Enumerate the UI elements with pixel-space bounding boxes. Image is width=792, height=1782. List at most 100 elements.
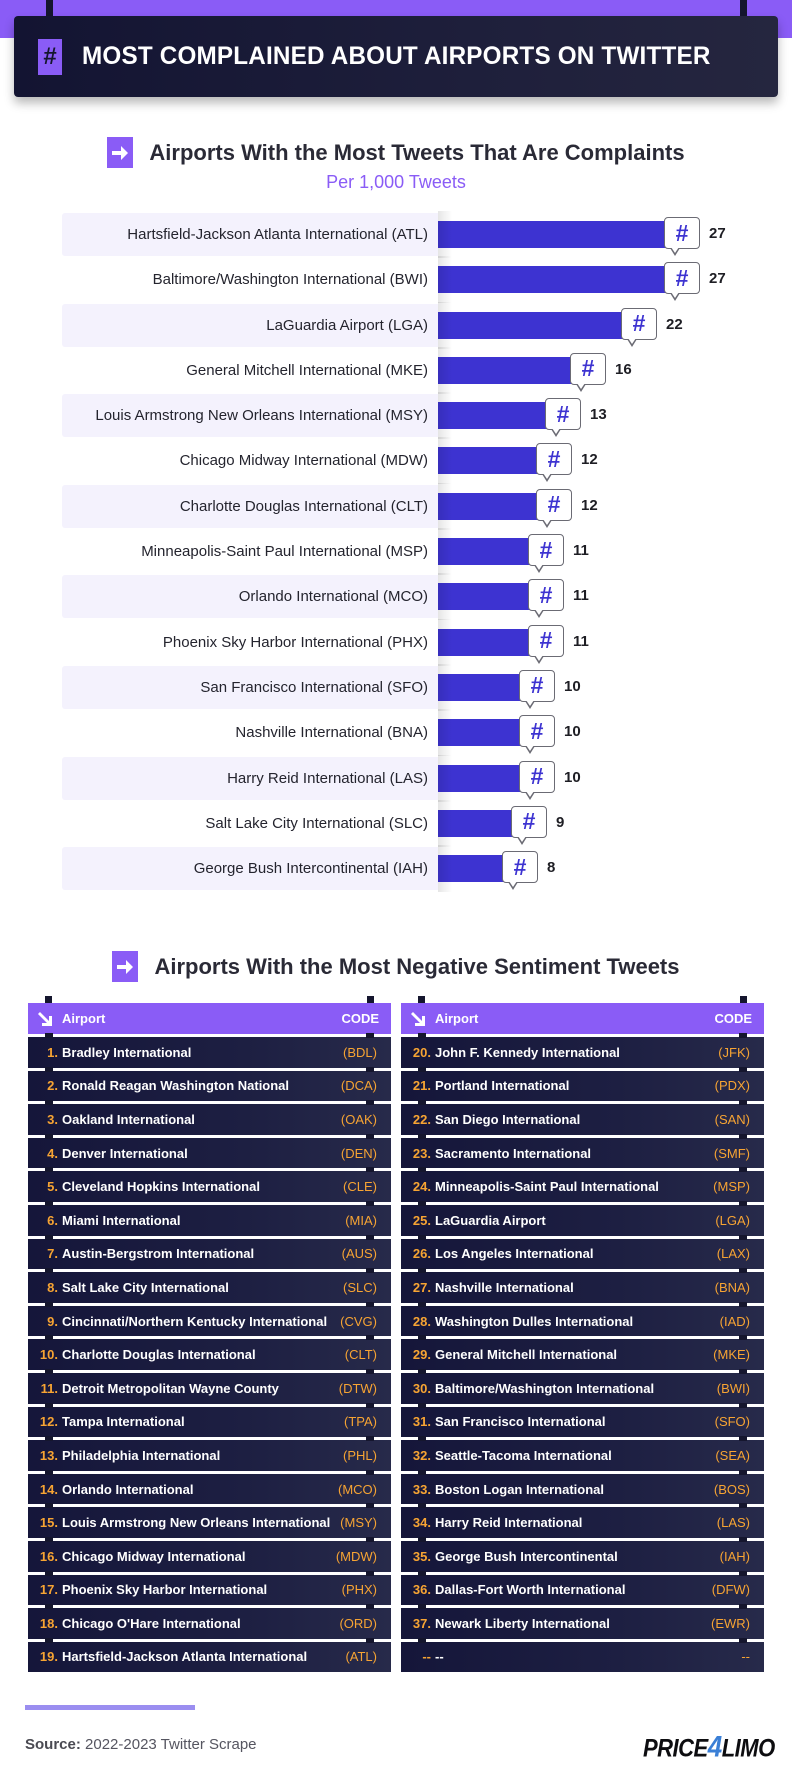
bar-value: 10 — [564, 677, 581, 695]
hashtag-bubble-icon: # — [519, 669, 555, 709]
row-peg — [366, 1335, 374, 1341]
hashtag-bubble-icon: # — [664, 262, 700, 302]
row-peg — [739, 1133, 747, 1139]
airport-code: (IAD) — [719, 1313, 750, 1329]
arrow-down-right-icon — [38, 1011, 52, 1026]
bar — [438, 447, 540, 475]
row-peg — [366, 1637, 374, 1643]
bar — [438, 764, 523, 792]
axis-shadow — [438, 346, 452, 394]
table-row: 25. LaGuardia Airport (LGA) — [401, 1200, 764, 1236]
bar — [438, 673, 523, 701]
axis-shadow — [438, 482, 452, 530]
hashtag-bubble-icon: # — [528, 579, 564, 619]
rank-number: 24. — [412, 1179, 431, 1195]
bar-value: 16 — [615, 360, 632, 378]
row-peg — [418, 1570, 426, 1576]
arrow-right-icon — [112, 951, 139, 982]
bar-row: Hartsfield-Jackson Atlanta International… — [62, 211, 762, 258]
bar — [438, 492, 540, 520]
axis-shadow — [438, 618, 452, 666]
hashtag-bubble-icon: # — [536, 488, 572, 528]
rank-number: 4. — [47, 1145, 58, 1161]
table-row: 30. Baltimore/Washington International (BW… — [401, 1368, 764, 1404]
airport-code: (MSP) — [713, 1179, 750, 1195]
table-row: 4. Denver International (DEN) — [28, 1133, 391, 1169]
row-peg — [418, 1100, 426, 1106]
table-row: 37. Newark Liberty International (EWR) — [401, 1604, 764, 1639]
bar-label: Baltimore/Washington International (BWI) — [152, 271, 428, 289]
axis-shadow — [438, 663, 452, 711]
row-peg — [418, 1536, 426, 1542]
airport-code: (CLT) — [344, 1347, 377, 1363]
row-peg — [418, 1033, 426, 1038]
row-peg — [418, 1167, 426, 1173]
rank-number: 21. — [412, 1078, 431, 1094]
hashtag-bubble-icon: # — [528, 534, 564, 574]
airport-name: LaGuardia Airport — [435, 1212, 546, 1228]
table-row: 6. Miami International (MIA) — [28, 1200, 391, 1236]
airport-code: (BNA) — [714, 1279, 750, 1295]
hashtag-bubble-icon: # — [519, 715, 555, 755]
row-peg — [45, 1536, 53, 1542]
axis-shadow — [438, 845, 452, 893]
bar-row: Salt Lake City International (SLC) #9 — [62, 799, 762, 847]
arrow-down-right-icon — [411, 1011, 425, 1026]
table-row: -- -- -- — [401, 1637, 764, 1673]
chart-subtitle: Per 1,000 Tweets — [326, 172, 466, 192]
airport-code: (MDW) — [335, 1548, 377, 1564]
table-row: 3. Oakland International (OAK) — [28, 1100, 391, 1135]
bar-row: Chicago Midway International (MDW) #12 — [62, 437, 762, 485]
bar-row: Harry Reid International (LAS) #10 — [62, 754, 762, 802]
row-peg — [739, 1200, 747, 1206]
row-peg — [366, 1033, 374, 1038]
strip-post — [46, 0, 53, 24]
table-title: Airports With the Most Negative Sentimen… — [154, 953, 680, 979]
table-row: 20. John F. Kennedy International (JFK) — [401, 1033, 764, 1068]
table-row: 35. George Bush Intercontinental (IAH) — [401, 1536, 764, 1572]
row-peg — [418, 1301, 426, 1307]
bar-value: 11 — [573, 587, 589, 605]
row-peg — [45, 1637, 53, 1643]
airport-code: (DFW) — [711, 1582, 750, 1598]
airport-name: San Francisco International — [435, 1414, 606, 1430]
hashtag-bubble-icon: # — [570, 352, 606, 392]
rank-number: 5. — [47, 1179, 58, 1195]
row-peg — [739, 1503, 747, 1509]
axis-shadow — [438, 799, 452, 847]
airport-name: Denver International — [62, 1145, 188, 1161]
airport-code: (CVG) — [340, 1313, 377, 1329]
chart-title: Airports With the Most Tweets That Are C… — [149, 139, 685, 165]
airport-code: -- — [741, 1649, 750, 1665]
row-peg — [739, 1268, 747, 1274]
table-row: 23. Sacramento International (SMF) — [401, 1133, 764, 1169]
row-peg — [45, 1402, 53, 1408]
airport-code: (JFK) — [718, 1044, 750, 1060]
airport-code: (MCO) — [338, 1481, 377, 1497]
rank-number: 32. — [412, 1447, 431, 1463]
rank-number: 26. — [412, 1246, 431, 1262]
row-peg — [45, 1167, 53, 1173]
airport-name: Cincinnati/Northern Kentucky Internation… — [62, 1313, 328, 1329]
bar-value: 9 — [556, 813, 565, 831]
table-row: 22. San Diego International (SAN) — [401, 1100, 764, 1135]
airport-name: Ronald Reagan Washington National — [62, 1078, 290, 1094]
table-row: 32. Seattle-Tacoma International (SEA) — [401, 1436, 764, 1471]
table-row: 14. Orlando International (MCO) — [28, 1469, 391, 1505]
footer-divider — [25, 1705, 195, 1710]
table-row: 27. Nashville International (BNA) — [401, 1268, 764, 1303]
bar — [438, 583, 532, 611]
rank-number: 7. — [47, 1246, 58, 1262]
airport-code: (PHL) — [343, 1447, 377, 1463]
row-peg — [418, 1637, 426, 1643]
bar — [438, 266, 668, 294]
rank-number: 33. — [412, 1481, 431, 1497]
row-peg — [418, 1436, 426, 1442]
rank-number: 22. — [412, 1111, 431, 1127]
bar-row: Minneapolis-Saint Paul International (MS… — [62, 528, 762, 576]
table-row: 28. Washington Dulles International (IAD) — [401, 1301, 764, 1337]
strip-post — [740, 0, 747, 24]
row-peg — [366, 1066, 374, 1072]
row-peg — [45, 1234, 53, 1240]
rank-number: 17. — [39, 1582, 58, 1598]
